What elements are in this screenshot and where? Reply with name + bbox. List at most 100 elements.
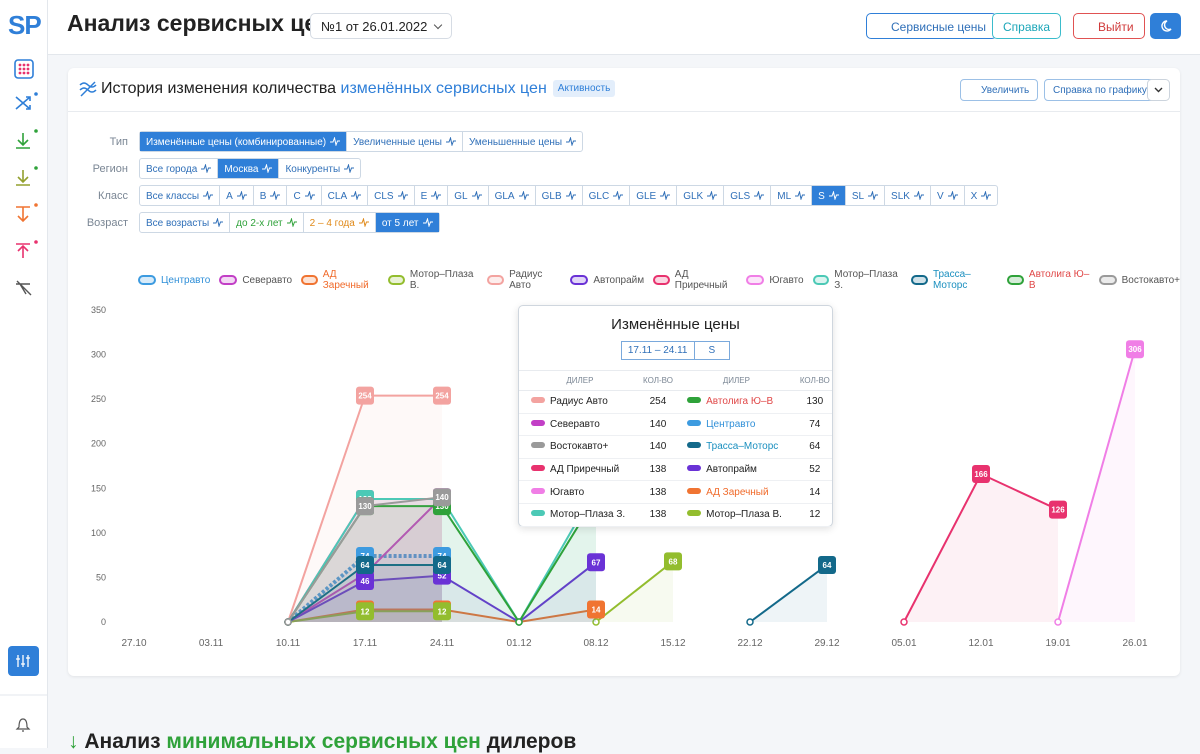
title-highlight: изменённых сервисных цен [340, 80, 547, 97]
filter-option[interactable]: Москва [218, 159, 280, 178]
filter-option[interactable]: C [287, 186, 322, 205]
nav-icon[interactable] [16, 243, 30, 258]
filter-option[interactable]: V [931, 186, 965, 205]
filter-option[interactable]: 2 – 4 года [304, 213, 376, 232]
filter-option-text: X [970, 191, 978, 202]
nav-icon[interactable] [14, 59, 34, 79]
filter-option[interactable]: CLS [368, 186, 415, 205]
value-label: 166 [974, 470, 988, 479]
legend-item[interactable]: Центравто [138, 269, 210, 291]
legend-item[interactable]: Югавто [746, 269, 804, 291]
filter-option[interactable]: X [965, 186, 998, 205]
dealer: Востокавто+ [550, 441, 609, 453]
filter-option-text: CLS [374, 191, 394, 202]
tooltip-period: 17.11 – 24.11 [620, 341, 695, 360]
legend-item[interactable]: Мотор–Плаза З. [812, 269, 903, 291]
filter-option[interactable]: ML [771, 186, 813, 205]
filter-option[interactable]: Все классы [140, 186, 221, 205]
legend-item[interactable]: Мотор–Плаза В. [388, 269, 478, 291]
filter-option[interactable]: Все возрасты [140, 213, 231, 232]
filter-option[interactable]: GL [448, 186, 489, 205]
legend-swatch [301, 275, 318, 285]
filter-option[interactable]: S [812, 186, 846, 205]
table-row: Мотор–Плаза З. 138 Мотор–Плаза В. 12 [519, 503, 832, 527]
nav-icon[interactable] [16, 280, 32, 296]
filter-option[interactable]: GLE [630, 186, 678, 205]
legend-label: Трасса–Моторс [932, 269, 971, 291]
point [433, 555, 451, 574]
filter-option-text: GLB [541, 191, 562, 202]
table-cell: 140 [640, 413, 676, 437]
nav-icon[interactable] [16, 170, 30, 186]
prices-button[interactable]: Сервисные цены [866, 13, 998, 39]
filter-option-text: до 2-х лет [236, 218, 283, 229]
filter-option[interactable]: SL [846, 186, 886, 205]
filter-option[interactable]: A [220, 186, 254, 205]
nav-icon[interactable] [15, 96, 31, 110]
logout-button[interactable]: Выйти [1073, 13, 1145, 39]
legend-item[interactable]: АД Заречный [301, 269, 379, 291]
point [1126, 340, 1144, 359]
filter-option[interactable]: GLC [583, 186, 631, 205]
count: 74 [809, 418, 821, 430]
filter-option[interactable]: Увеличенные цены [347, 132, 463, 151]
dealer: Северавто [550, 418, 600, 430]
filter-group: Изменённые цены (комбинированные) Увеличе… [139, 131, 584, 152]
theme-button[interactable] [1150, 13, 1181, 39]
filter-option[interactable]: до 2-х лет [230, 213, 304, 232]
logo[interactable]: SP [8, 10, 42, 40]
point [587, 600, 605, 619]
dealer-swatch [531, 487, 545, 494]
legend-item[interactable]: Трасса–Моторс [911, 269, 998, 291]
legend-item[interactable]: Автопрайм [570, 269, 644, 291]
filter-option[interactable]: от 5 лет [375, 213, 439, 232]
filter-option[interactable]: GLA [489, 186, 536, 205]
legend-label: Автопрайм [593, 274, 645, 286]
point [818, 555, 836, 574]
count: 64 [809, 441, 821, 453]
tooltip: Изменённые цены 17.11 – 24.11 S ДИЛЕР КОЛ-… [518, 305, 833, 527]
filter-option[interactable]: GLB [536, 186, 583, 205]
filter-option[interactable]: Уменьшенные цены [463, 132, 582, 151]
nav-icon[interactable] [16, 206, 30, 223]
y-tick-label: 50 [96, 572, 106, 582]
legend-item[interactable]: АД Приречный [653, 269, 737, 291]
point [356, 386, 374, 405]
tooltip-class: S [694, 341, 731, 360]
nav-icon[interactable] [16, 133, 30, 149]
table-row: Северавто 140 Центравто 74 [519, 413, 832, 437]
filter-option[interactable]: GLS [724, 186, 772, 205]
filter-label: Класс [98, 190, 128, 202]
table-header: ДИЛЕР [675, 370, 798, 391]
filter-option[interactable]: Изменённые цены (комбинированные) [140, 132, 348, 151]
bell-icon[interactable] [15, 718, 31, 732]
collapse-button[interactable] [1147, 79, 1170, 101]
count: 52 [809, 464, 821, 476]
filter-option[interactable]: E [415, 186, 449, 205]
dealer: АД Заречный [706, 486, 769, 498]
legend-item[interactable]: Автолига Ю–В [1007, 269, 1089, 291]
value-label: 254 [435, 392, 449, 401]
y-tick-label: 200 [91, 439, 106, 449]
legend-item[interactable]: Северавто [219, 269, 292, 291]
help-button[interactable]: Справка [992, 13, 1062, 39]
filter-option[interactable]: Конкуренты [279, 159, 360, 178]
dealer: Трасса–Моторс [706, 441, 779, 453]
filter-option[interactable]: SLK [885, 186, 931, 205]
filter-option[interactable]: CLA [322, 186, 369, 205]
filter-option[interactable]: B [254, 186, 288, 205]
zoom-button[interactable]: Увеличить [960, 79, 1039, 101]
chart-help-button[interactable]: Справка по графику [1044, 79, 1156, 101]
filter-option[interactable]: GLK [677, 186, 725, 205]
title-prefix: История изменения количества [101, 80, 337, 97]
filter-group: Все города Москва Конкуренты [139, 158, 362, 179]
legend-item[interactable]: Радиус Авто [487, 269, 561, 291]
report-selector[interactable]: №1 от 26.01.2022 [310, 13, 453, 39]
dealer-swatch [531, 465, 545, 472]
filter-option[interactable]: Все города [140, 159, 219, 178]
legend-item[interactable]: Востокавто+ [1098, 269, 1180, 291]
filter-option-text: Уменьшенные цены [468, 137, 563, 148]
activity-badge[interactable]: Активность [552, 80, 616, 97]
filter-option-text: GLS [730, 191, 751, 202]
